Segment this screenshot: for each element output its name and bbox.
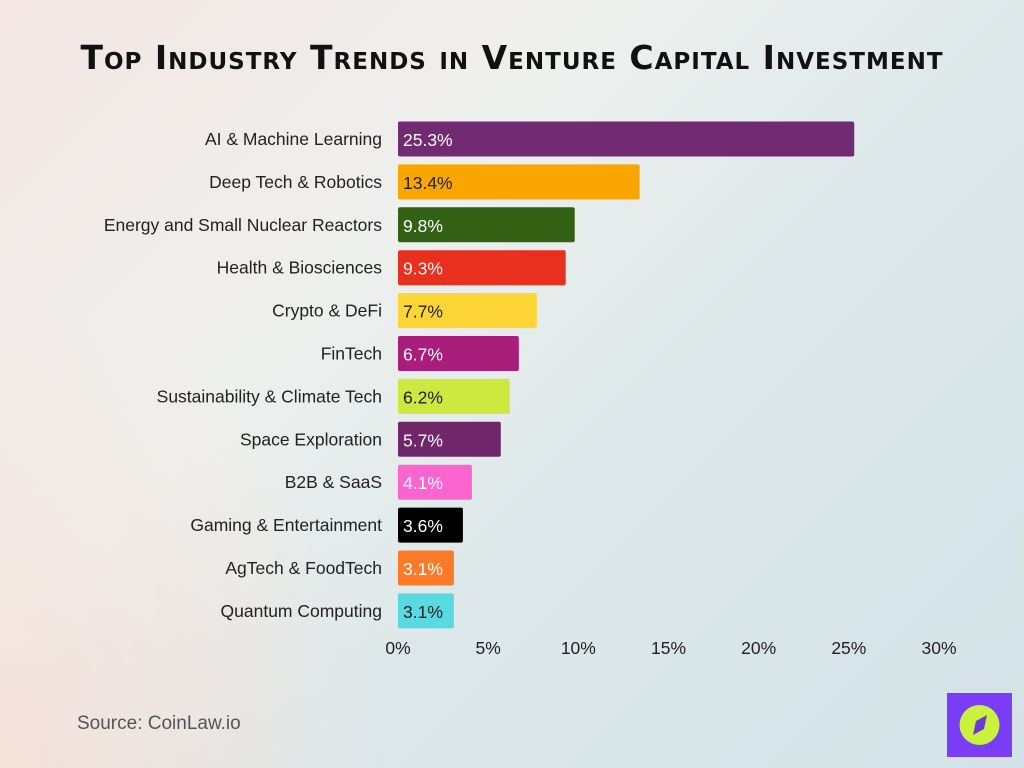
data-label: 3.1% xyxy=(403,602,443,622)
background-glow xyxy=(0,300,400,768)
category-label: AI & Machine Learning xyxy=(205,129,382,149)
bar xyxy=(398,378,510,414)
x-tick-label: 30% xyxy=(921,638,956,658)
logo xyxy=(947,693,1012,757)
data-label: 6.2% xyxy=(403,387,443,407)
category-label: Sustainability & Climate Tech xyxy=(157,386,382,406)
bar xyxy=(398,421,501,457)
x-tick-label: 25% xyxy=(831,638,866,658)
bar xyxy=(398,250,566,286)
category-label: Health & Biosciences xyxy=(217,258,383,278)
category-label: B2B & SaaS xyxy=(285,472,382,492)
x-tick-label: 20% xyxy=(741,638,776,658)
category-label: Space Exploration xyxy=(240,429,382,449)
category-label: Deep Tech & Robotics xyxy=(209,172,382,192)
category-label: Quantum Computing xyxy=(221,601,382,621)
bar xyxy=(398,164,640,200)
data-label: 25.3% xyxy=(403,130,453,150)
bar xyxy=(398,507,463,543)
bar xyxy=(398,464,472,500)
data-label: 13.4% xyxy=(403,173,453,193)
category-label: AgTech & FoodTech xyxy=(225,558,382,578)
bar xyxy=(398,336,519,371)
x-tick-label: 15% xyxy=(651,638,686,658)
category-label: Gaming & Entertainment xyxy=(190,515,382,535)
category-label: Energy and Small Nuclear Reactors xyxy=(104,215,382,235)
data-label: 9.3% xyxy=(403,259,443,279)
category-label: Crypto & DeFi xyxy=(272,301,382,321)
x-tick-label: 0% xyxy=(385,638,410,658)
bar xyxy=(398,550,454,586)
bar xyxy=(398,293,537,329)
bar xyxy=(398,121,855,157)
chart-title: Top Industry Trends in Venture Capital I… xyxy=(80,38,944,77)
data-label: 3.6% xyxy=(403,516,443,536)
bar xyxy=(398,207,575,243)
x-tick-label: 5% xyxy=(476,638,501,658)
source-text: Source: CoinLaw.io xyxy=(77,713,241,734)
category-label: FinTech xyxy=(321,344,382,364)
x-tick-label: 10% xyxy=(561,638,596,658)
data-label: 6.7% xyxy=(403,345,443,365)
data-label: 4.1% xyxy=(403,473,443,493)
data-label: 9.8% xyxy=(403,216,443,236)
compass-icon xyxy=(959,705,1000,745)
data-label: 7.7% xyxy=(403,302,443,322)
data-label: 3.1% xyxy=(403,559,443,579)
data-label: 5.7% xyxy=(403,430,443,450)
bar xyxy=(398,593,454,629)
